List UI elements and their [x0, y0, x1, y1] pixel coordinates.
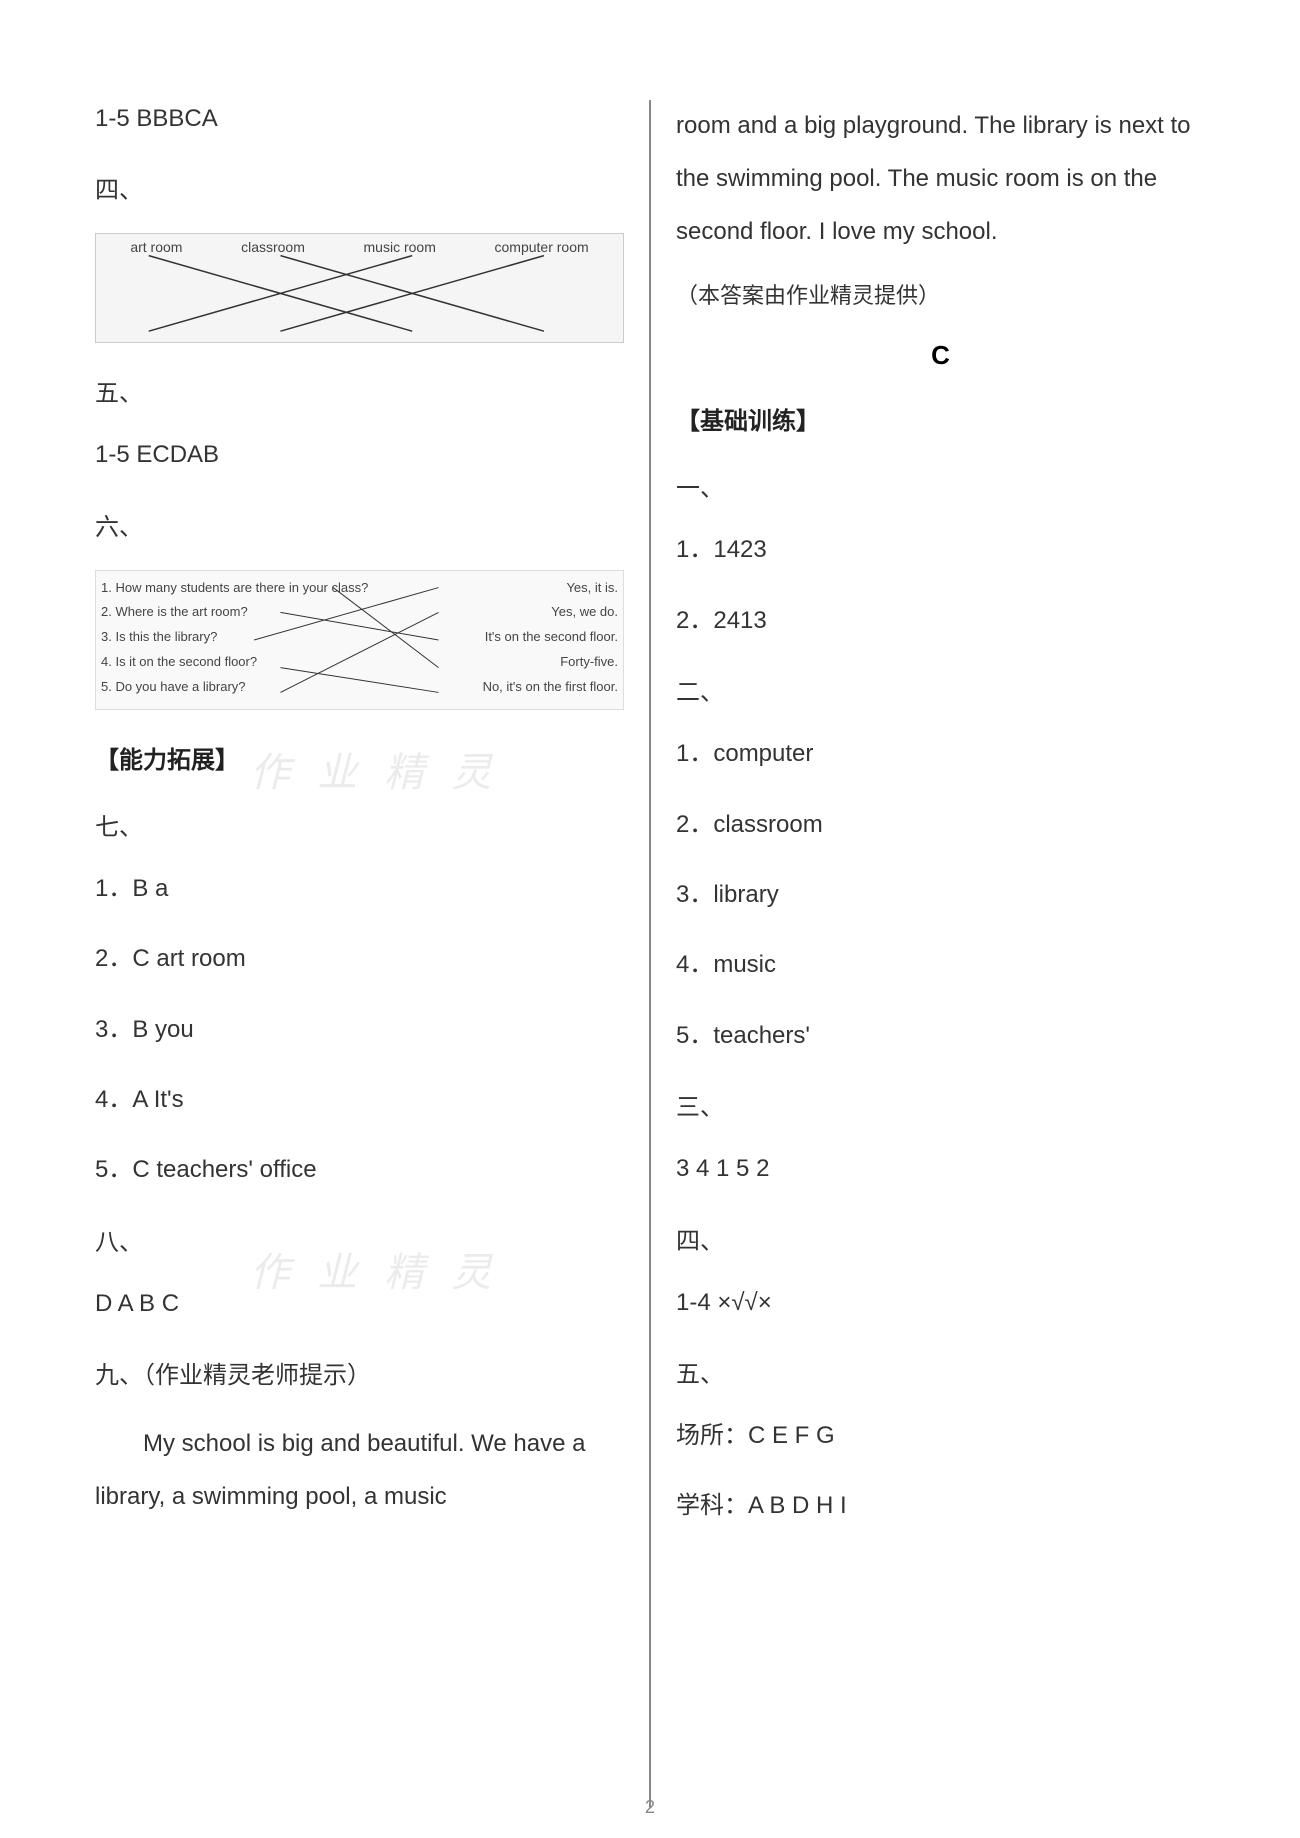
r-s2-5: 5．teachers' — [676, 1017, 1205, 1055]
r-s1-2: 2．2413 — [676, 602, 1205, 640]
section-4: 四、 — [95, 170, 624, 205]
q7-3: 3．B you — [95, 1011, 624, 1049]
answer-8: D A B C — [95, 1285, 624, 1323]
answer-note: （本答案由作业精灵提供） — [676, 278, 1205, 310]
ability-heading: 【能力拓展】 — [95, 740, 624, 775]
essay-continuation: room and a big playground. The library i… — [676, 100, 1205, 258]
matching-image-1: art room classroom music room computer r… — [95, 233, 624, 343]
answer-1-5: 1-5 BBBCA — [95, 100, 624, 138]
section-6: 六、 — [95, 507, 624, 542]
section-5: 五、 — [95, 373, 624, 408]
r-s2-1: 1．computer — [676, 735, 1205, 773]
q7-5: 5．C teachers' office — [95, 1151, 624, 1189]
section-7: 七、 — [95, 807, 624, 842]
q7-2: 2．C art room — [95, 940, 624, 978]
r-s4-answer: 1-4 ×√√× — [676, 1284, 1205, 1322]
matching-image-2: 1. How many students are there in your c… — [95, 570, 624, 710]
essay-start: My school is big and beautiful. We have … — [95, 1418, 624, 1524]
matching-lines-icon — [96, 571, 623, 709]
r-section-4: 四、 — [676, 1221, 1205, 1256]
section-c: C — [676, 340, 1205, 371]
r-section-5: 五、 — [676, 1354, 1205, 1389]
r-section-1: 一、 — [676, 468, 1205, 503]
r-s3-answer: 3 4 1 5 2 — [676, 1150, 1205, 1188]
r-s2-4: 4．music — [676, 946, 1205, 984]
matching-lines-icon — [96, 234, 623, 342]
r-s2-3: 3．library — [676, 876, 1205, 914]
basic-heading: 【基础训练】 — [676, 401, 1205, 436]
r-s5-subject: 学科：A B D H I — [676, 1487, 1205, 1525]
section-9: 九、（作业精灵老师提示） — [95, 1355, 624, 1390]
r-section-2: 二、 — [676, 672, 1205, 707]
q7-4: 4．A It's — [95, 1081, 624, 1119]
page-number: 2 — [645, 1797, 655, 1818]
q7-1: 1．B a — [95, 870, 624, 908]
r-s2-2: 2．classroom — [676, 806, 1205, 844]
r-s5-place: 场所：C E F G — [676, 1417, 1205, 1455]
section-8: 八、 — [95, 1222, 624, 1257]
r-s1-1: 1．1423 — [676, 531, 1205, 569]
r-section-3: 三、 — [676, 1087, 1205, 1122]
answer-5: 1-5 ECDAB — [95, 436, 624, 474]
